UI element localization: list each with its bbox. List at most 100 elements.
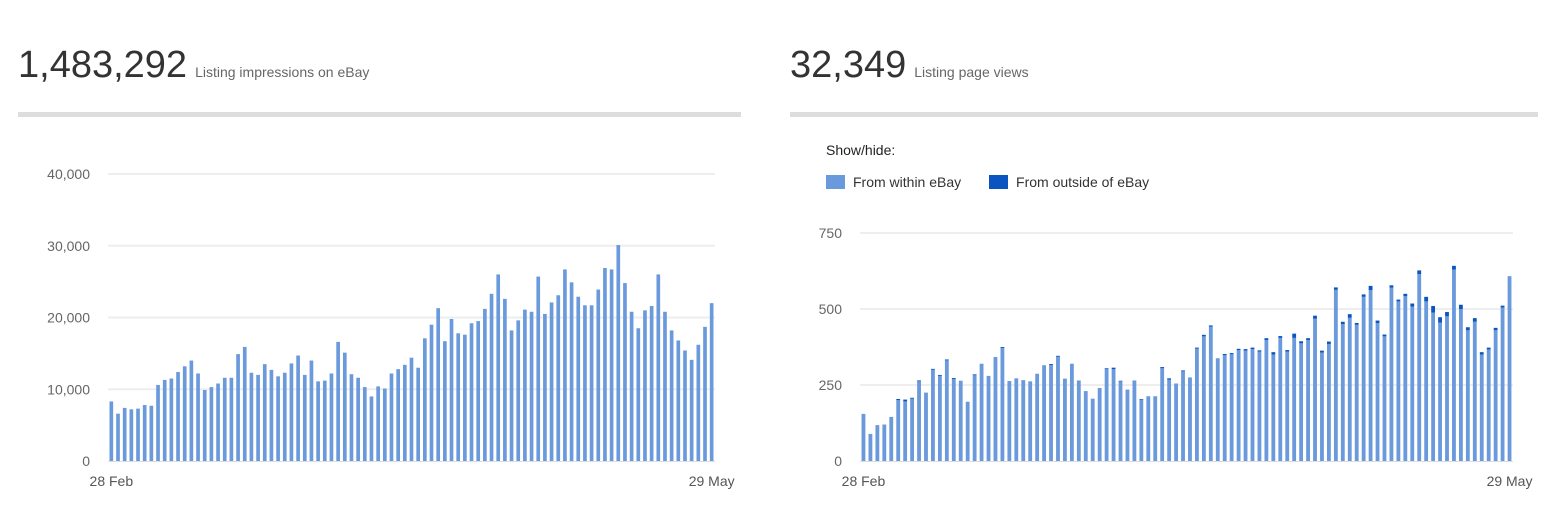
views-bar-series0[interactable] (875, 425, 880, 461)
views-bar-series0[interactable] (1201, 336, 1206, 461)
views-bar-series0[interactable] (1396, 301, 1401, 461)
views-bar-series0[interactable] (1493, 330, 1498, 461)
views-bar-series0[interactable] (1333, 289, 1338, 461)
impressions-bar[interactable] (429, 324, 434, 461)
impressions-bar[interactable] (649, 306, 654, 461)
views-bar-series0[interactable] (1174, 383, 1178, 461)
impressions-bar[interactable] (109, 401, 114, 461)
impressions-bar[interactable] (269, 369, 274, 461)
views-bar-series1[interactable] (1139, 398, 1144, 400)
views-bar-series0[interactable] (937, 375, 942, 461)
impressions-bar[interactable] (176, 372, 180, 461)
views-bar-series1[interactable] (1167, 378, 1172, 380)
impressions-bar[interactable] (149, 405, 154, 461)
impressions-bar[interactable] (569, 282, 574, 461)
impressions-bar[interactable] (336, 341, 340, 461)
views-bar-series0[interactable] (1215, 359, 1220, 461)
views-bar-series0[interactable] (1340, 324, 1345, 461)
impressions-bar[interactable] (369, 396, 374, 461)
views-bar-series0[interactable] (1243, 350, 1248, 461)
views-bar-series0[interactable] (896, 400, 901, 461)
impressions-bar[interactable] (209, 387, 214, 461)
views-bar-series0[interactable] (1403, 296, 1408, 461)
views-bar-series1[interactable] (917, 380, 921, 382)
impressions-bar[interactable] (396, 369, 400, 461)
views-bar-series1[interactable] (1333, 287, 1338, 290)
impressions-bar[interactable] (296, 355, 300, 461)
views-bar-series0[interactable] (1320, 352, 1324, 461)
impressions-bar[interactable] (189, 360, 194, 461)
views-bar-series0[interactable] (1424, 301, 1429, 461)
views-bar-series1[interactable] (1306, 338, 1310, 341)
views-bar-series1[interactable] (1438, 317, 1442, 323)
views-bar-series0[interactable] (1007, 381, 1012, 461)
views-bar-series1[interactable] (1458, 304, 1463, 309)
impressions-bar[interactable] (416, 367, 421, 461)
impressions-bar[interactable] (456, 333, 461, 461)
views-bar-series0[interactable] (882, 424, 887, 461)
views-bar-series0[interactable] (1069, 363, 1074, 461)
impressions-bar[interactable] (402, 364, 407, 461)
impressions-bar[interactable] (309, 360, 314, 461)
impressions-bar[interactable] (576, 296, 581, 461)
views-bar-series1[interactable] (1271, 352, 1276, 355)
views-bar-series0[interactable] (1090, 398, 1095, 461)
impressions-bar[interactable] (289, 363, 294, 461)
views-bar-series0[interactable] (924, 392, 928, 461)
impressions-bar[interactable] (543, 313, 547, 461)
impressions-bar[interactable] (116, 413, 120, 461)
impressions-bar[interactable] (636, 328, 641, 461)
impressions-bar[interactable] (589, 305, 594, 461)
impressions-bar[interactable] (236, 354, 240, 461)
views-bar-series1[interactable] (903, 399, 908, 402)
views-bar-series1[interactable] (1486, 347, 1491, 350)
views-bar-series1[interactable] (1056, 355, 1060, 357)
views-bar-series0[interactable] (1111, 369, 1116, 461)
views-bar-series0[interactable] (1222, 355, 1227, 461)
views-bar-series1[interactable] (1229, 353, 1234, 355)
impressions-bar[interactable] (196, 373, 200, 461)
views-bar-series1[interactable] (1493, 327, 1498, 331)
impressions-bar[interactable] (709, 303, 714, 461)
impressions-bar[interactable] (142, 405, 147, 461)
impressions-bar[interactable] (503, 298, 507, 461)
views-bar-series0[interactable] (1299, 343, 1304, 461)
impressions-bar[interactable] (483, 308, 487, 461)
views-bar-series1[interactable] (1326, 341, 1331, 344)
views-bar-series0[interactable] (1188, 377, 1192, 461)
views-bar-series0[interactable] (1160, 368, 1165, 461)
impressions-bar[interactable] (249, 372, 254, 461)
views-bar-series0[interactable] (868, 433, 873, 461)
impressions-bar[interactable] (549, 302, 554, 461)
views-bar-series1[interactable] (1347, 314, 1352, 318)
views-bar-series1[interactable] (1215, 358, 1220, 360)
views-bar-series0[interactable] (958, 380, 963, 461)
impressions-bar[interactable] (362, 387, 367, 461)
views-bar-series1[interactable] (1111, 367, 1116, 370)
views-bar-series1[interactable] (1104, 368, 1109, 370)
views-bar-series0[interactable] (1083, 391, 1088, 461)
impressions-bar[interactable] (423, 338, 427, 461)
views-bar-series0[interactable] (1507, 276, 1512, 461)
impressions-bar[interactable] (443, 341, 447, 461)
impressions-bar[interactable] (229, 377, 234, 461)
views-bar-series1[interactable] (1236, 348, 1241, 351)
impressions-bar[interactable] (623, 283, 627, 461)
views-bar-series0[interactable] (1250, 349, 1255, 461)
views-bar-series0[interactable] (1139, 399, 1144, 461)
views-bar-series1[interactable] (1403, 293, 1408, 297)
views-bar-series0[interactable] (931, 369, 935, 461)
views-bar-series1[interactable] (1000, 347, 1005, 348)
views-bar-series0[interactable] (1042, 365, 1047, 461)
impressions-bar[interactable] (376, 386, 380, 461)
impressions-bar[interactable] (169, 378, 174, 461)
views-bar-series0[interactable] (1306, 340, 1310, 461)
views-bar-series1[interactable] (1382, 334, 1387, 337)
views-bar-series0[interactable] (1452, 269, 1456, 461)
views-bar-series0[interactable] (1465, 330, 1470, 461)
views-bar-series1[interactable] (931, 368, 935, 370)
impressions-bar[interactable] (516, 320, 521, 461)
impressions-bar[interactable] (656, 274, 661, 461)
impressions-bar[interactable] (316, 381, 320, 461)
views-bar-series0[interactable] (1264, 340, 1269, 461)
